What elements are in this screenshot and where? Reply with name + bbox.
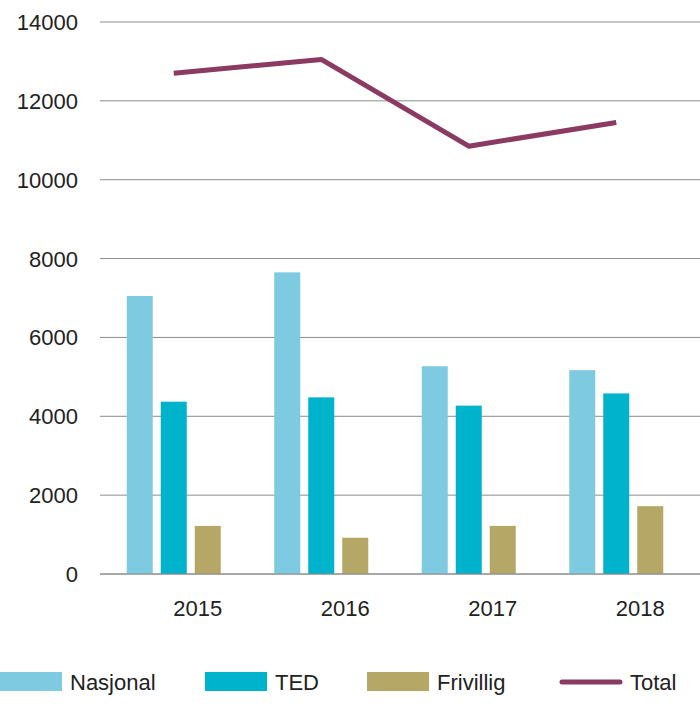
legend-label: TED <box>275 670 319 695</box>
y-tick-label: 0 <box>66 562 78 587</box>
bar <box>161 402 187 574</box>
marks <box>127 59 664 574</box>
y-tick-label: 8000 <box>29 247 78 272</box>
bar <box>195 526 221 574</box>
bar <box>422 366 448 574</box>
chart: 0 2000 4000 6000 8000 10000 12000 14000 2015 2016… <box>0 0 700 708</box>
grid-line <box>100 22 700 23</box>
grid-line <box>100 100 700 101</box>
legend-label: Nasjonal <box>70 670 156 695</box>
x-tick-label: 2015 <box>173 596 222 621</box>
bar <box>342 538 368 574</box>
x-tick-label: 2017 <box>468 596 517 621</box>
legend-label: Frivillig <box>437 670 505 695</box>
grid-line <box>100 337 700 338</box>
line <box>174 59 617 146</box>
bar <box>569 370 595 574</box>
x-axis <box>100 574 700 575</box>
x-tick-label: 2016 <box>321 596 370 621</box>
bar <box>456 406 482 574</box>
x-tick-label: 2018 <box>616 596 665 621</box>
grid-line <box>100 574 700 575</box>
bar <box>490 526 516 574</box>
legend-label: Total <box>630 670 676 695</box>
bar <box>603 393 629 574</box>
legend-swatch <box>0 672 62 691</box>
legend-swatch <box>367 672 429 691</box>
bar <box>127 296 153 574</box>
y-tick-label: 6000 <box>29 325 78 350</box>
bar <box>308 397 334 574</box>
bar <box>637 506 663 574</box>
grid-line <box>100 258 700 259</box>
legend-swatch <box>562 680 620 685</box>
y-tick-label: 2000 <box>29 483 78 508</box>
legend-swatch <box>205 672 267 691</box>
grid-line <box>100 179 700 180</box>
bar <box>274 272 300 574</box>
y-tick-label: 4000 <box>29 404 78 429</box>
y-tick-label: 14000 <box>17 10 78 35</box>
y-tick-label: 10000 <box>17 168 78 193</box>
y-tick-label: 12000 <box>17 89 78 114</box>
